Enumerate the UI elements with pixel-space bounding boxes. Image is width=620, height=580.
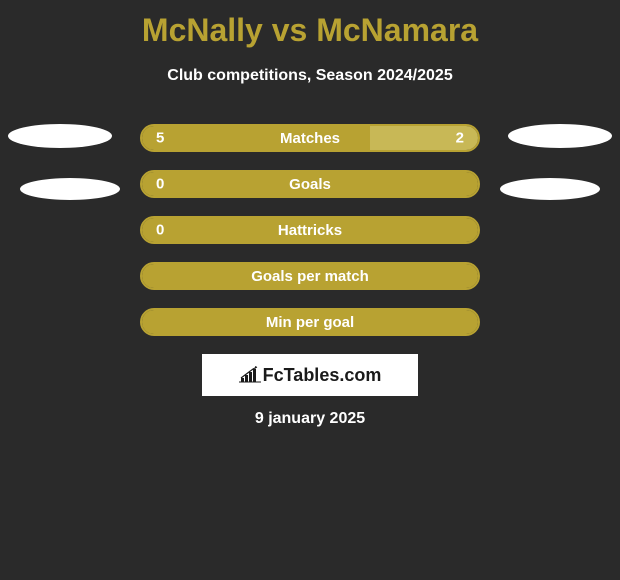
stat-bar: Hattricks 0 [140, 216, 480, 244]
stat-value-left: 0 [156, 222, 164, 239]
bar-label-row: Matches 5 2 [142, 126, 478, 150]
stat-bar: Goals per match [140, 262, 480, 290]
bar-label-row: Hattricks 0 [142, 218, 478, 242]
chart-bars-icon [239, 366, 261, 384]
decorative-ellipse [20, 178, 120, 200]
page-title: McNally vs McNamara [0, 0, 620, 49]
logo-text: FcTables.com [263, 365, 382, 386]
decorative-ellipse [8, 124, 112, 148]
stat-label: Matches [280, 130, 340, 147]
bar-label-row: Goals 0 [142, 172, 478, 196]
decorative-ellipse [500, 178, 600, 200]
stat-label: Goals per match [251, 268, 369, 285]
stat-label: Min per goal [266, 314, 354, 331]
decorative-ellipse [508, 124, 612, 148]
stat-bar: Min per goal [140, 308, 480, 336]
logo-box: FcTables.com [202, 354, 418, 396]
stat-value-right: 2 [456, 130, 464, 147]
date-text: 9 january 2025 [0, 410, 620, 428]
subtitle: Club competitions, Season 2024/2025 [0, 67, 620, 85]
stat-label: Hattricks [278, 222, 342, 239]
stat-row: Min per goal [140, 308, 480, 336]
stat-value-left: 5 [156, 130, 164, 147]
logo: FcTables.com [239, 365, 382, 386]
stat-bar: Goals 0 [140, 170, 480, 198]
stat-row: Matches 5 2 [140, 124, 480, 152]
stat-row: Hattricks 0 [140, 216, 480, 244]
stat-row: Goals 0 [140, 170, 480, 198]
stat-row: Goals per match [140, 262, 480, 290]
stat-bar: Matches 5 2 [140, 124, 480, 152]
bar-label-row: Min per goal [142, 310, 478, 334]
bar-label-row: Goals per match [142, 264, 478, 288]
stat-value-left: 0 [156, 176, 164, 193]
stat-label: Goals [289, 176, 331, 193]
